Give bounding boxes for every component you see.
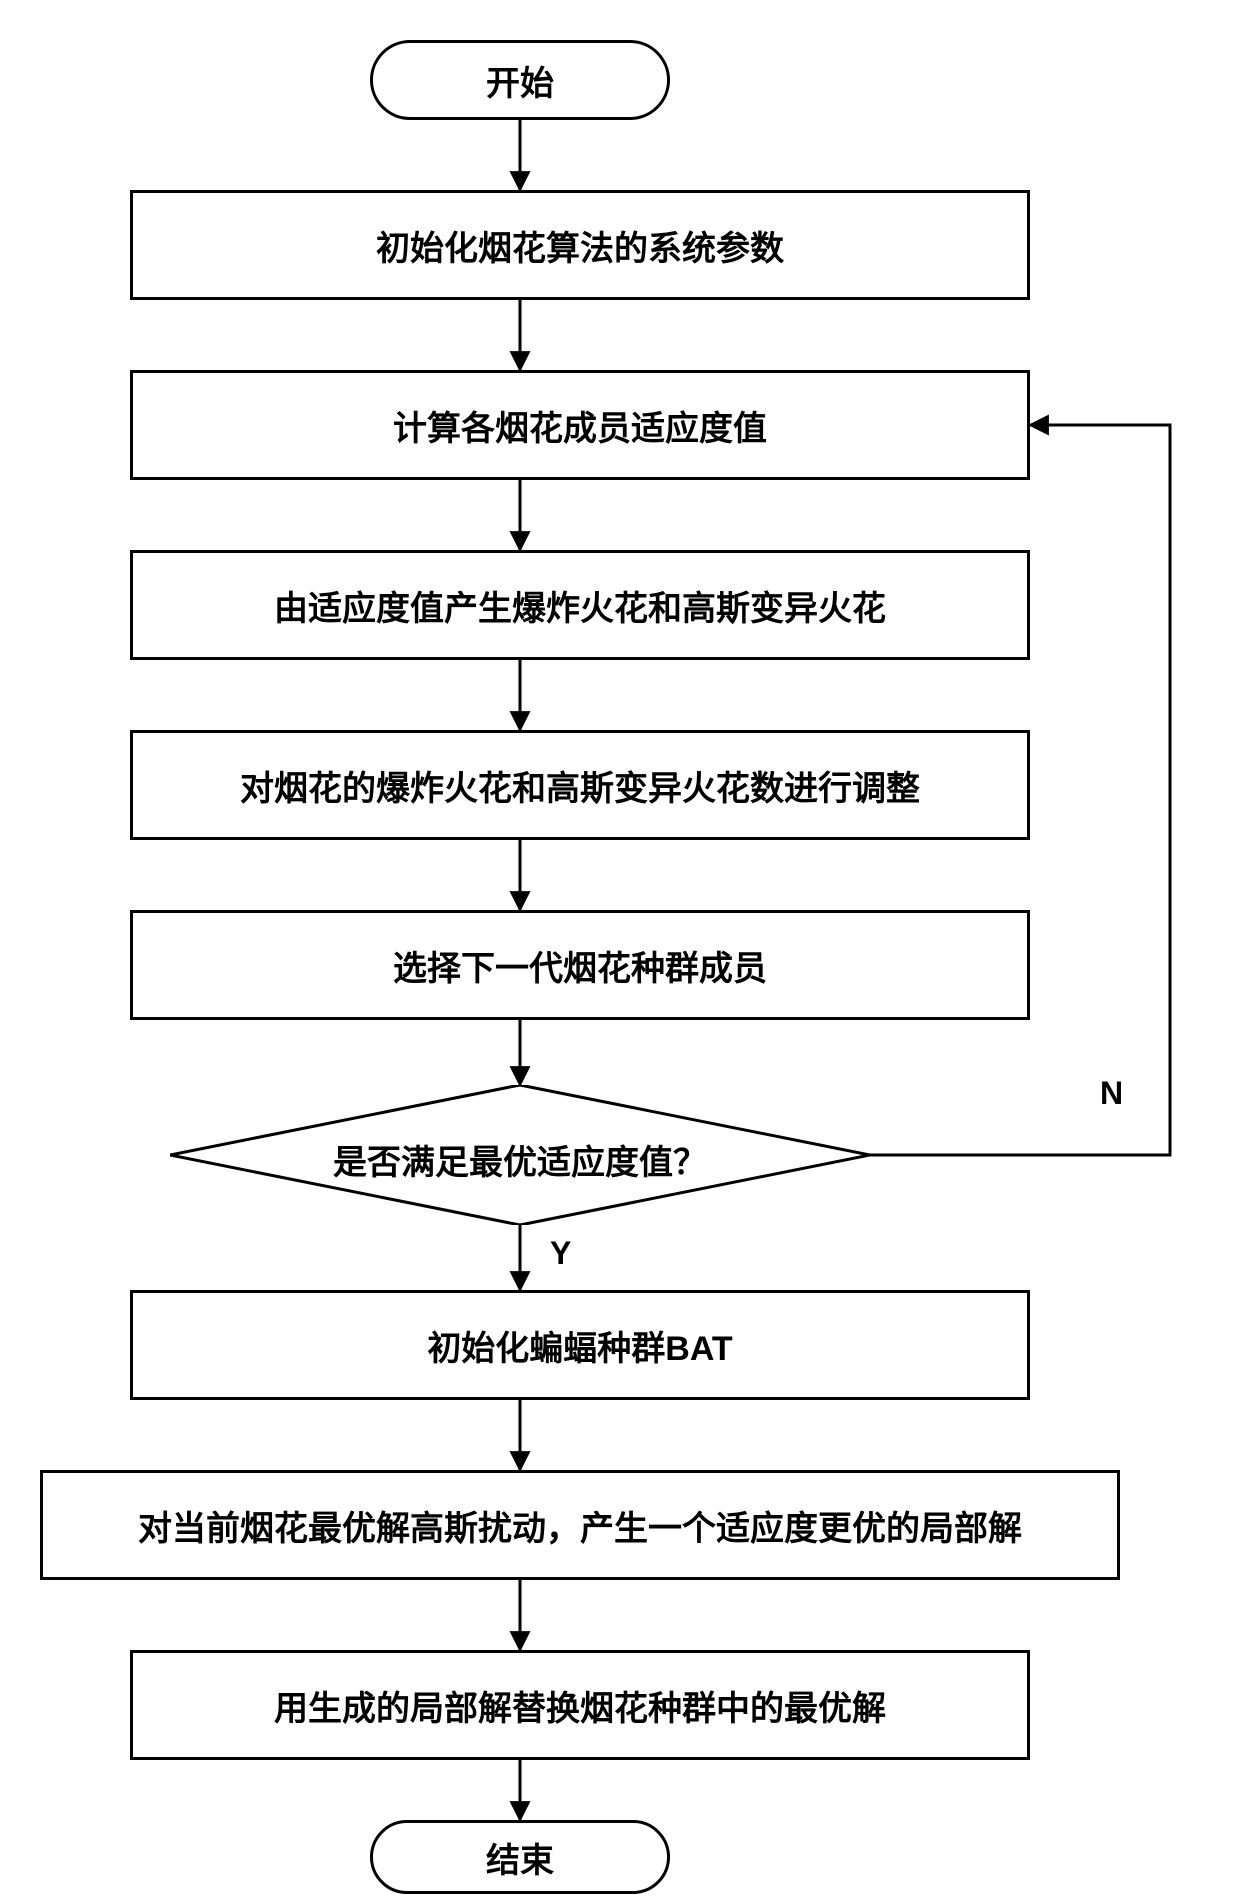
node-n5: 选择下一代烟花种群成员 — [130, 910, 1030, 1020]
node-d1-label: 是否满足最优适应度值？ — [170, 1135, 870, 1184]
edge-label-y: Y — [550, 1235, 571, 1272]
node-d1: 是否满足最优适应度值？ — [170, 1085, 870, 1225]
node-n7-label: 对当前烟花最优解高斯扰动，产生一个适应度更优的局部解 — [138, 1501, 1022, 1550]
node-n4-label: 对烟花的爆炸火花和高斯变异火花数进行调整 — [240, 761, 920, 810]
node-n5-label: 选择下一代烟花种群成员 — [393, 941, 767, 990]
node-n1-label: 初始化烟花算法的系统参数 — [376, 221, 784, 270]
node-n1: 初始化烟花算法的系统参数 — [130, 190, 1030, 300]
node-n3: 由适应度值产生爆炸火花和高斯变异火花 — [130, 550, 1030, 660]
node-n7: 对当前烟花最优解高斯扰动，产生一个适应度更优的局部解 — [40, 1470, 1120, 1580]
node-n6: 初始化蝙蝠种群BAT — [130, 1290, 1030, 1400]
node-n8-label: 用生成的局部解替换烟花种群中的最优解 — [274, 1681, 886, 1730]
flowchart-canvas: 开始 初始化烟花算法的系统参数 计算各烟花成员适应度值 由适应度值产生爆炸火花和… — [0, 0, 1240, 1902]
node-n6-label: 初始化蝙蝠种群BAT — [427, 1321, 732, 1370]
node-end-label: 结束 — [486, 1833, 554, 1882]
node-start: 开始 — [370, 40, 670, 120]
node-n4: 对烟花的爆炸火花和高斯变异火花数进行调整 — [130, 730, 1030, 840]
edge-label-n: N — [1100, 1075, 1123, 1112]
node-end: 结束 — [370, 1820, 670, 1894]
node-n8: 用生成的局部解替换烟花种群中的最优解 — [130, 1650, 1030, 1760]
node-n3-label: 由适应度值产生爆炸火花和高斯变异火花 — [274, 581, 886, 630]
node-start-label: 开始 — [486, 56, 554, 105]
node-n2: 计算各烟花成员适应度值 — [130, 370, 1030, 480]
node-n2-label: 计算各烟花成员适应度值 — [393, 401, 767, 450]
